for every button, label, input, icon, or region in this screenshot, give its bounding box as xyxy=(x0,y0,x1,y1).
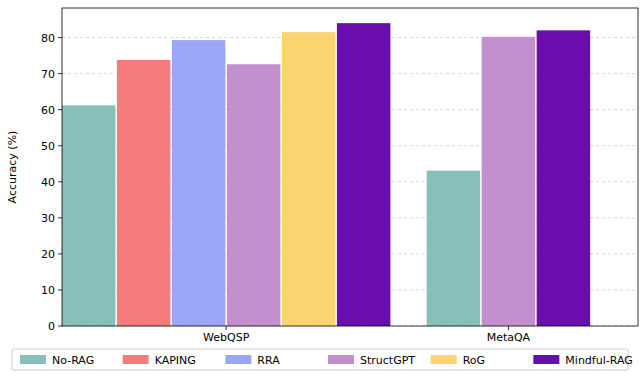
legend-label: Mindful-RAG xyxy=(565,354,632,367)
legend-label: StructGPT xyxy=(360,354,415,367)
y-tick xyxy=(58,326,62,327)
y-tick xyxy=(58,289,62,290)
y-tick xyxy=(58,37,62,38)
bar xyxy=(427,171,481,326)
bar xyxy=(172,40,226,326)
bar xyxy=(282,32,336,326)
x-tick-label: WebQSP xyxy=(203,331,250,344)
y-tick-label: 20 xyxy=(41,248,55,261)
legend-swatch xyxy=(20,355,46,364)
legend: No-RAG KAPING RRA StructGPT RoG Mindful-RAG xyxy=(12,349,633,370)
legend-swatch xyxy=(225,355,251,364)
legend-swatch xyxy=(328,355,354,364)
legend-swatch xyxy=(533,355,559,364)
y-tick-label: 70 xyxy=(41,68,55,81)
chart: 0 10 20 30 40 50 60 70 80 Accuracy (%) WebQSP MetaQ… xyxy=(0,0,640,374)
y-tick xyxy=(58,181,62,182)
legend-label: KAPING xyxy=(155,354,196,367)
y-tick xyxy=(58,73,62,74)
legend-swatch xyxy=(431,355,457,364)
plot-frame xyxy=(62,8,638,326)
legend-swatch xyxy=(123,355,149,364)
bars xyxy=(62,23,590,326)
y-tick-label: 40 xyxy=(41,176,55,189)
y-tick xyxy=(58,253,62,254)
y-tick-label: 60 xyxy=(41,104,55,117)
bar xyxy=(537,30,591,326)
y-tick-label: 10 xyxy=(41,284,55,297)
bar xyxy=(62,105,115,326)
bar xyxy=(117,60,171,326)
bar xyxy=(227,64,281,326)
y-tick xyxy=(58,145,62,146)
bar xyxy=(482,37,536,326)
y-axis-label: Accuracy (%) xyxy=(6,131,19,204)
y-tick xyxy=(58,109,62,110)
legend-frame xyxy=(12,349,628,370)
bar xyxy=(337,23,391,326)
y-tick-label: 80 xyxy=(41,32,55,45)
x-tick xyxy=(508,326,509,330)
legend-label: No-RAG xyxy=(52,354,94,367)
x-tick xyxy=(226,326,227,330)
x-tick-label: MetaQA xyxy=(487,331,531,344)
legend-label: RoG xyxy=(463,354,485,367)
y-tick-label: 0 xyxy=(48,320,55,333)
legend-label: RRA xyxy=(257,354,280,367)
y-tick-label: 50 xyxy=(41,140,55,153)
y-tick xyxy=(58,217,62,218)
y-tick-label: 30 xyxy=(41,212,55,225)
